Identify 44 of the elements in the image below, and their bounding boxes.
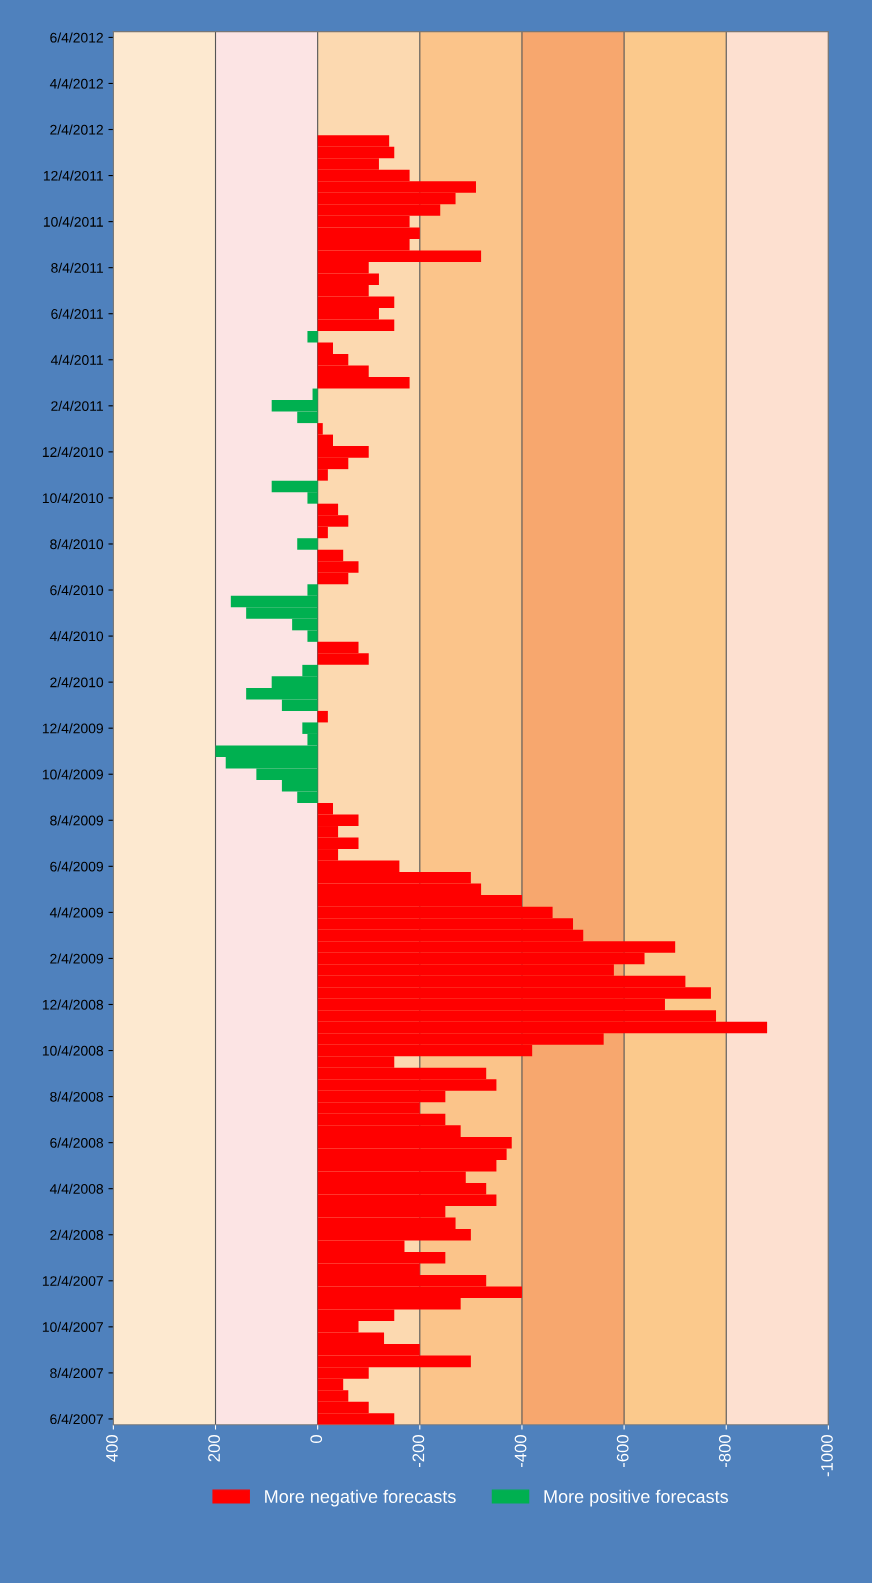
bar	[307, 330, 318, 343]
y-tick-label: 8/4/2008	[50, 1091, 104, 1102]
bar	[297, 538, 318, 550]
y-tick-label: 4/4/2008	[49, 1183, 104, 1194]
y-tick-label: 2/4/2008	[50, 1229, 104, 1240]
y-tick-label: 12/4/2011	[43, 170, 103, 181]
y-tick-label: 10/4/2007	[42, 1321, 103, 1333]
y-tick-label: 6/4/2009	[50, 861, 103, 872]
y-tick-label: 12/4/2008	[42, 999, 104, 1010]
y-tick-label: 12/4/2007	[42, 1275, 103, 1286]
y-tick-label: 4/4/2010	[49, 631, 104, 642]
y-tick-label: 4/4/2012	[49, 78, 103, 89]
x-tick-label: 200	[208, 1435, 220, 1462]
x-tick-label: -200	[412, 1435, 425, 1468]
y-tick-label: 10/4/2009	[42, 769, 103, 780]
x-tick-label: 0	[310, 1435, 323, 1444]
y-tick-label: 8/4/2009	[50, 815, 103, 826]
y-tick-label: 6/4/2010	[50, 584, 104, 596]
legend-label: More positive forecasts	[544, 1489, 728, 1507]
y-tick-label: 6/4/2008	[50, 1137, 104, 1148]
y-tick-label: 12/4/2009	[42, 723, 103, 734]
y-tick-label: 2/4/2012	[50, 124, 103, 135]
y-tick-label: 8/4/2010	[50, 538, 104, 550]
y-tick-label: 2/4/2010	[50, 677, 104, 688]
y-tick-label: 10/4/2011	[43, 216, 103, 227]
y-tick-label: 6/4/2011	[51, 308, 103, 319]
y-tick-label: 10/4/2010	[42, 492, 104, 504]
y-tick-label: 4/4/2009	[49, 907, 103, 918]
y-tick-label: 4/4/2011	[50, 354, 103, 365]
y-tick-label: 10/4/2008	[42, 1045, 104, 1056]
y-tick-label: 8/4/2007	[50, 1367, 103, 1379]
y-tick-label: 6/4/2007	[50, 1413, 103, 1425]
x-tick-label: -400	[514, 1435, 527, 1468]
y-tick-label: 2/4/2009	[50, 953, 103, 964]
y-tick-label: 8/4/2011	[51, 262, 103, 273]
x-tick-label: -600	[616, 1435, 629, 1468]
y-tick-label: 6/4/2012	[50, 32, 103, 43]
x-tick-label: -800	[718, 1435, 731, 1468]
bar	[317, 710, 328, 723]
x-tick-label: -1000	[821, 1435, 833, 1477]
legend-label: More negative forecasts	[265, 1489, 456, 1507]
y-tick-label: 2/4/2011	[51, 400, 103, 411]
y-tick-label: 12/4/2010	[42, 446, 104, 458]
x-tick-label: 400	[106, 1435, 118, 1462]
